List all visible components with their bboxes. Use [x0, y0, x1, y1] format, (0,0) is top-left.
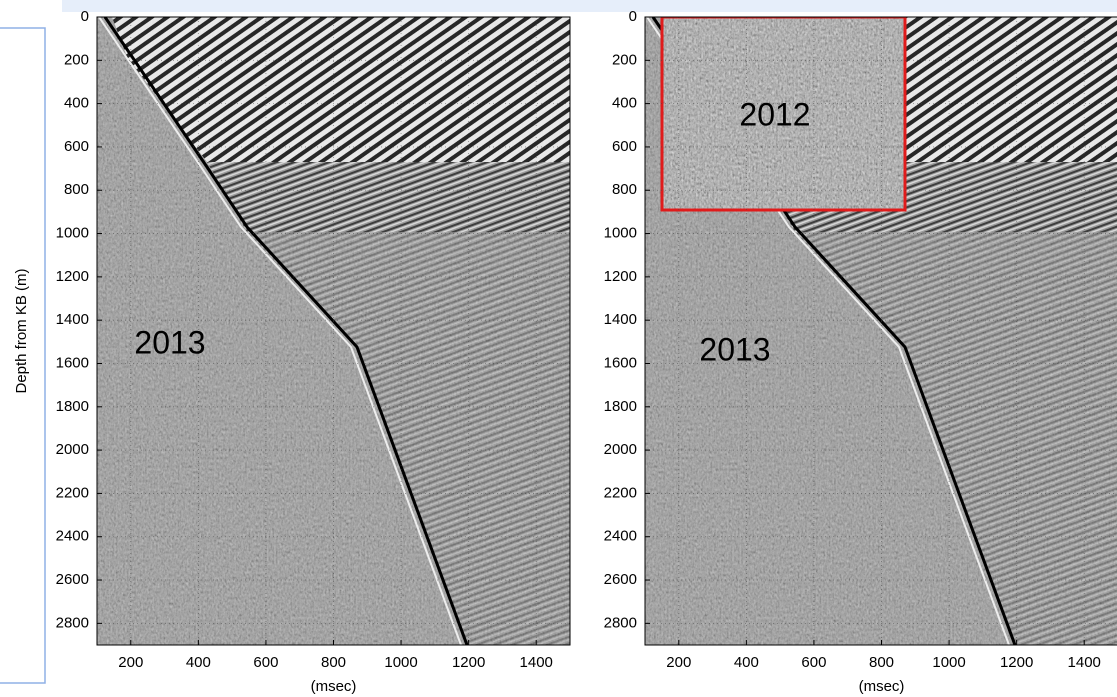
y-tick-label: 1200	[604, 268, 637, 285]
y-tick-label: 2800	[604, 614, 637, 631]
y-tick-label: 2800	[56, 614, 89, 631]
annotation: 2013	[699, 331, 770, 367]
y-tick-label: 1000	[604, 225, 637, 242]
annotation: 2012	[739, 96, 810, 132]
y-tick-label: 1600	[604, 354, 637, 371]
x-axis-label: (msec)	[859, 678, 905, 695]
x-tick-label: 1400	[1068, 654, 1101, 671]
plot-frame	[96, 16, 571, 646]
x-tick-label: 1000	[384, 654, 417, 671]
x-tick-label: 1000	[932, 654, 965, 671]
header-bar	[62, 0, 1117, 12]
x-tick-label: 400	[186, 654, 211, 671]
first-break	[103, 17, 469, 645]
y-tick-label: 1000	[56, 225, 89, 242]
panel: 0 200 400 600 800 1000 1200 1400 1600 1800 2000 220…	[604, 8, 1117, 695]
seismic-image	[645, 17, 1117, 645]
annotation: 2013	[134, 324, 205, 360]
y-tick-label: 600	[64, 138, 89, 155]
y-tick-label: 2600	[56, 571, 89, 588]
y-tick-label: 2200	[604, 484, 637, 501]
y-tick-label: 0	[629, 8, 637, 25]
x-tick-label: 800	[321, 654, 346, 671]
y-tick-label: 200	[64, 51, 89, 68]
x-tick-label: 1200	[1000, 654, 1033, 671]
y-tick-label: 0	[81, 8, 89, 25]
x-tick-label: 1400	[520, 654, 553, 671]
y-axis-label: Depth from KB (m)	[13, 268, 30, 393]
wavefield-lower	[795, 232, 1117, 645]
y-tick-label: 1800	[604, 398, 637, 415]
x-axis-label: (msec)	[311, 678, 357, 695]
y-tick-label: 800	[64, 181, 89, 198]
panel: 0 200 400 600 800 1000 1200 1400 1600 1800 2000 220…	[13, 8, 571, 695]
y-tick-label: 200	[612, 51, 637, 68]
y-tick-label: 1800	[56, 398, 89, 415]
y-tick-label: 1200	[56, 268, 89, 285]
plot-frame	[644, 16, 1117, 646]
side-frame	[0, 27, 46, 684]
x-tick-label: 200	[118, 654, 143, 671]
y-tick-label: 1400	[604, 311, 637, 328]
x-tick-label: 800	[869, 654, 894, 671]
y-tick-label: 2400	[604, 528, 637, 545]
inset-frame	[660, 17, 907, 212]
y-tick-label: 2000	[56, 441, 89, 458]
y-tick-label: 400	[64, 95, 89, 112]
wavefield-mid	[207, 162, 570, 232]
y-tick-label: 2400	[56, 528, 89, 545]
y-tick-label: 1400	[56, 311, 89, 328]
inset-noise	[662, 17, 905, 210]
panels: 0200400600800100012001400160018002000220…	[13, 8, 1117, 695]
y-tick-label: 600	[612, 138, 637, 155]
x-tick-label: 600	[801, 654, 826, 671]
wavefield-lower	[247, 232, 570, 645]
x-tick-label: 600	[253, 654, 278, 671]
x-tick-label: 400	[734, 654, 759, 671]
y-tick-label: 2600	[604, 571, 637, 588]
y-tick-label: 2000	[604, 441, 637, 458]
y-tick-label: 800	[612, 181, 637, 198]
wavefield-upper	[112, 17, 570, 162]
x-tick-label: 200	[666, 654, 691, 671]
x-tick-label: 1200	[452, 654, 485, 671]
y-tick-label: 2200	[56, 484, 89, 501]
y-tick-label: 1600	[56, 354, 89, 371]
first-break-shadow	[98, 17, 462, 645]
y-tick-label: 400	[612, 95, 637, 112]
